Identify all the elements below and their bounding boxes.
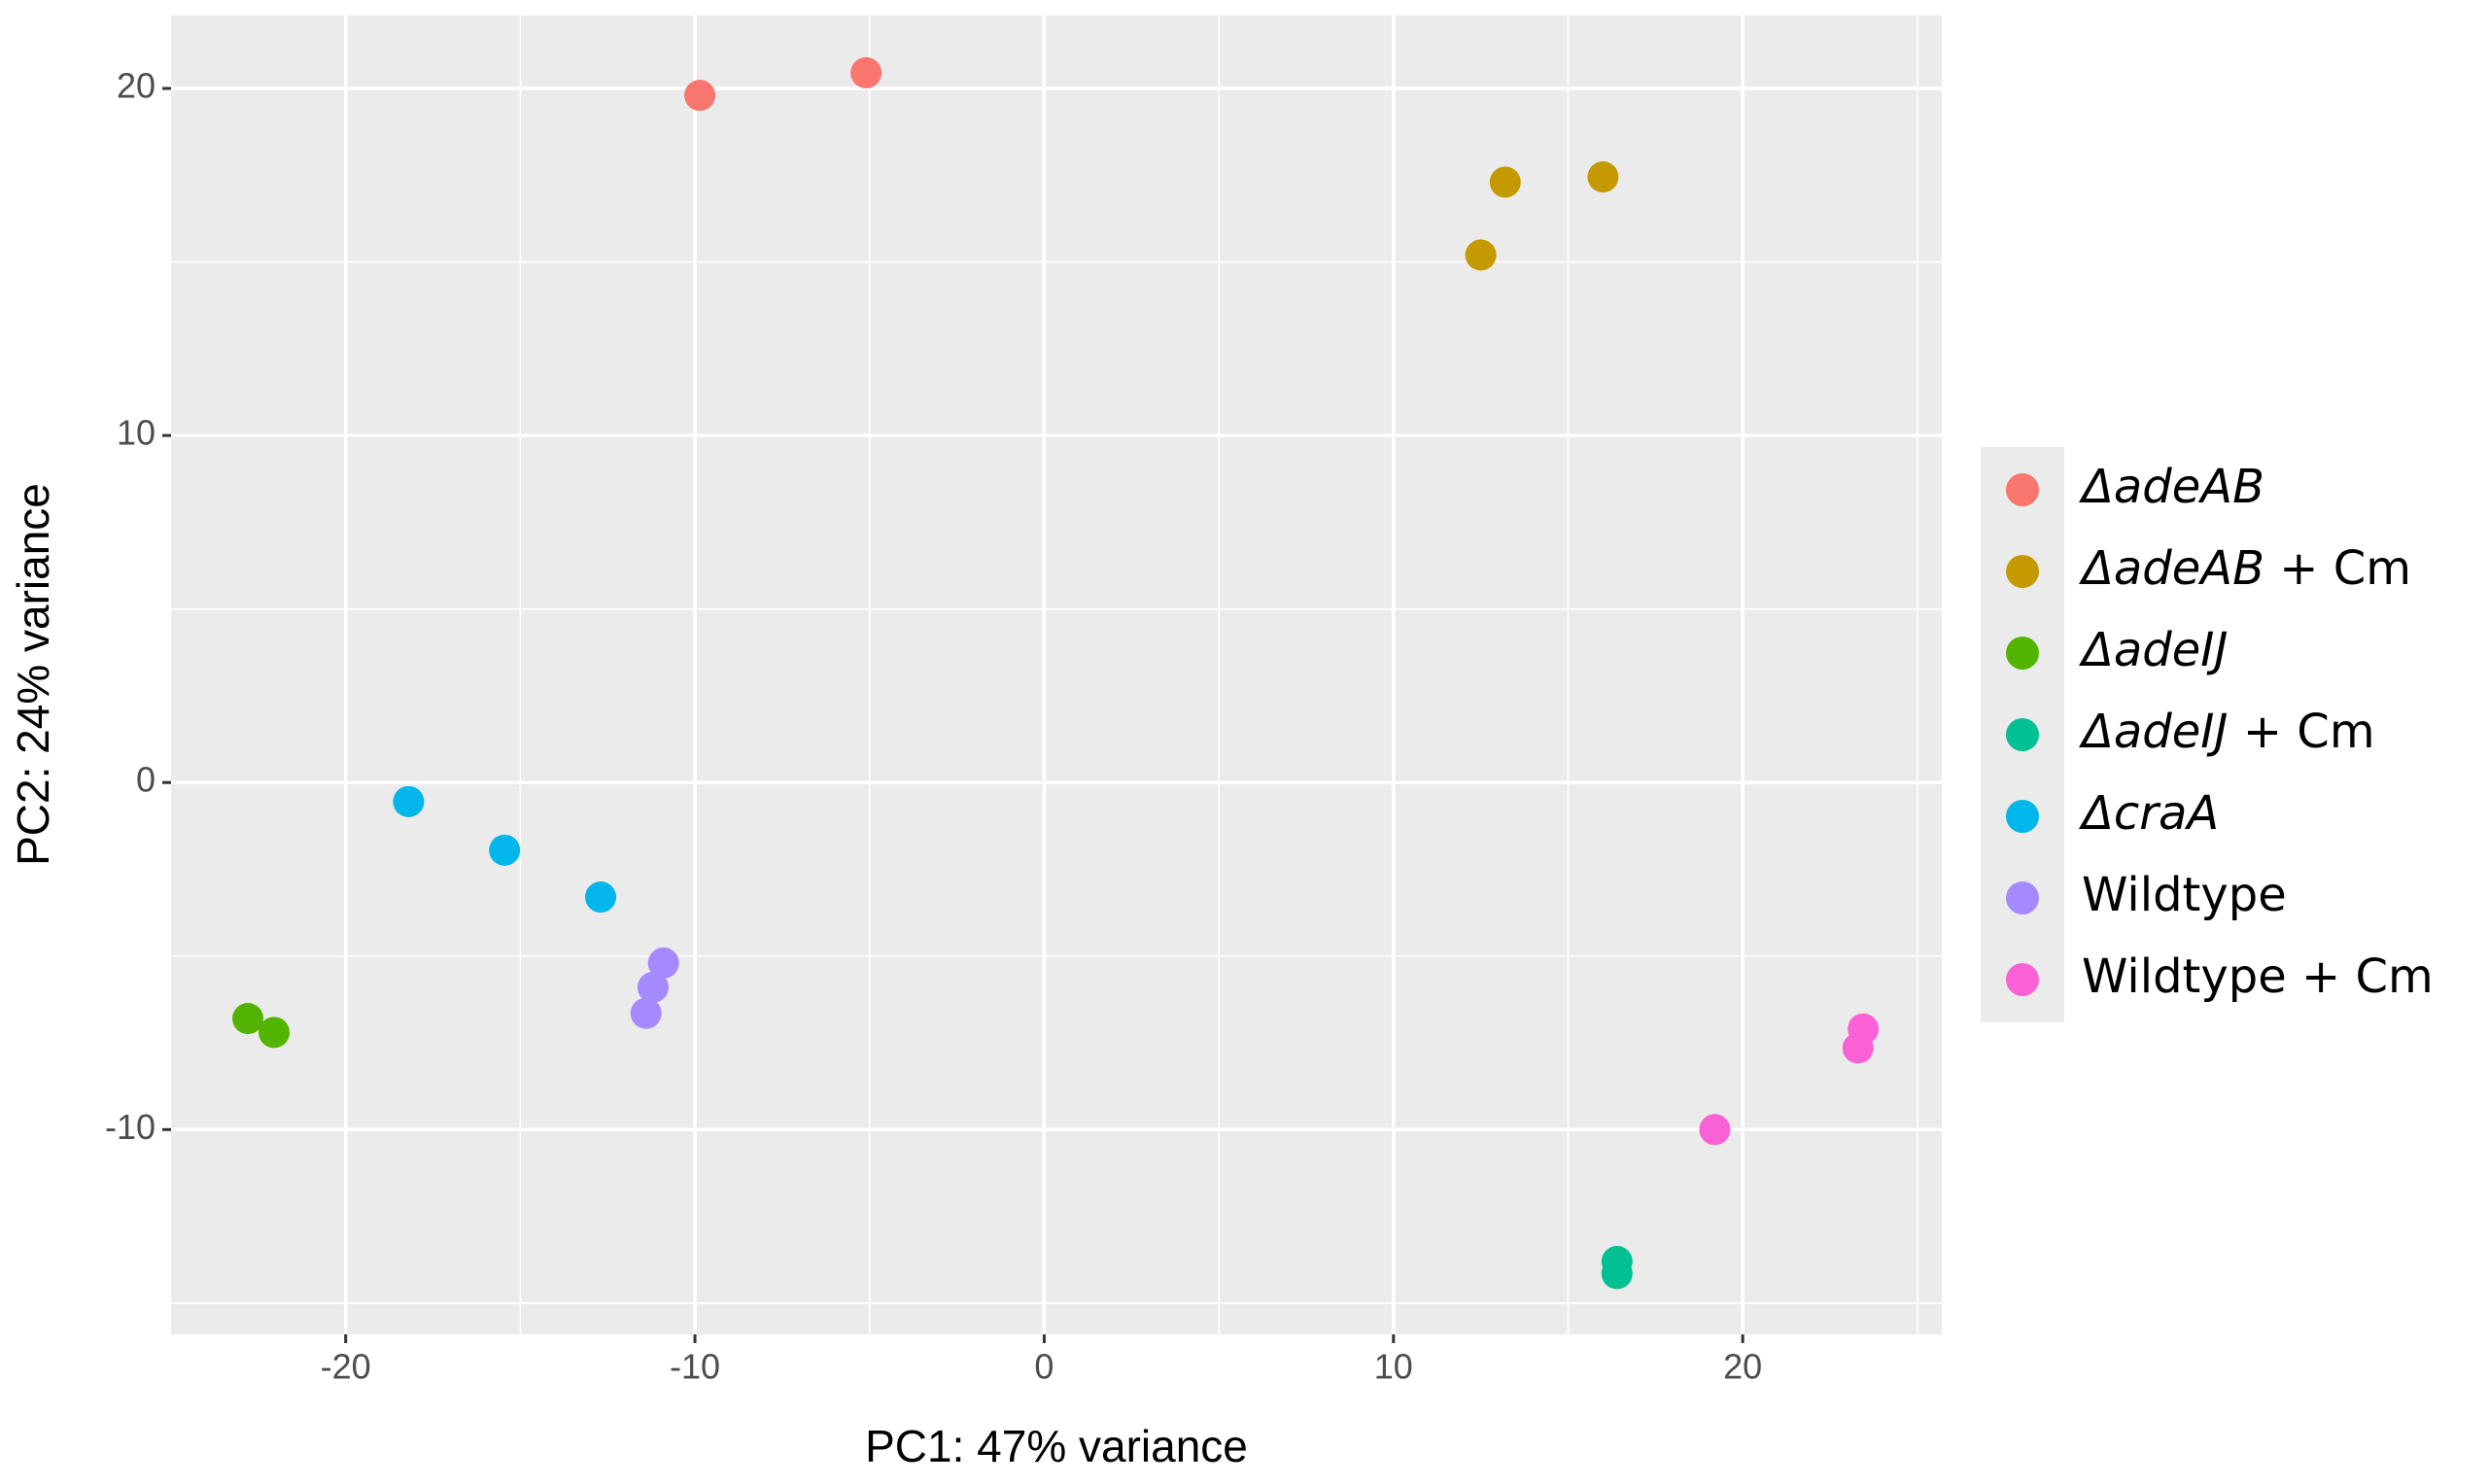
y-tick-label: 20: [117, 66, 156, 106]
point: [393, 785, 425, 817]
point: [259, 1017, 291, 1049]
point: [1601, 1258, 1633, 1290]
y-tick-label: 10: [117, 413, 156, 453]
legend-label: ΔcraA: [2078, 786, 2219, 841]
legend-swatch: [2006, 881, 2039, 915]
legend-swatch: [2006, 963, 2039, 996]
legend-label: Wildtype + Cm: [2082, 949, 2434, 1004]
point: [1842, 1032, 1874, 1064]
y-tick-label: -10: [105, 1107, 156, 1147]
legend-swatch: [2006, 637, 2039, 670]
y-tick-label: 0: [136, 760, 156, 800]
point: [1489, 166, 1521, 198]
x-tick-label: -10: [670, 1347, 720, 1387]
x-tick-label: -20: [321, 1347, 371, 1387]
point: [637, 971, 669, 1003]
x-tick-label: 0: [1034, 1347, 1054, 1387]
point: [232, 1003, 264, 1035]
legend-label: Wildtype: [2082, 868, 2287, 922]
point: [585, 881, 617, 914]
plot-panel: [171, 16, 1942, 1334]
point: [1699, 1114, 1731, 1146]
point: [1465, 239, 1497, 271]
legend-swatch: [2006, 555, 2039, 588]
legend-label: ΔadeIJ: [2078, 623, 2229, 677]
legend-swatch: [2006, 800, 2039, 833]
point: [684, 80, 716, 112]
x-tick-label: 20: [1723, 1347, 1762, 1387]
legend-label: ΔadeAB + Cm: [2078, 541, 2411, 596]
legend-label: ΔadeIJ + Cm: [2078, 705, 2375, 759]
point: [850, 56, 882, 88]
point: [489, 834, 521, 866]
legend-label: ΔadeAB: [2078, 460, 2264, 514]
legend-swatch: [2006, 718, 2039, 751]
x-axis-title: PC1: 47% variance: [865, 1421, 1248, 1471]
x-tick-label: 10: [1374, 1347, 1413, 1387]
point: [647, 947, 679, 979]
point: [1587, 161, 1619, 193]
y-axis-title: PC2: 24% variance: [8, 483, 58, 866]
point: [630, 997, 662, 1029]
legend-swatch: [2006, 473, 2039, 506]
